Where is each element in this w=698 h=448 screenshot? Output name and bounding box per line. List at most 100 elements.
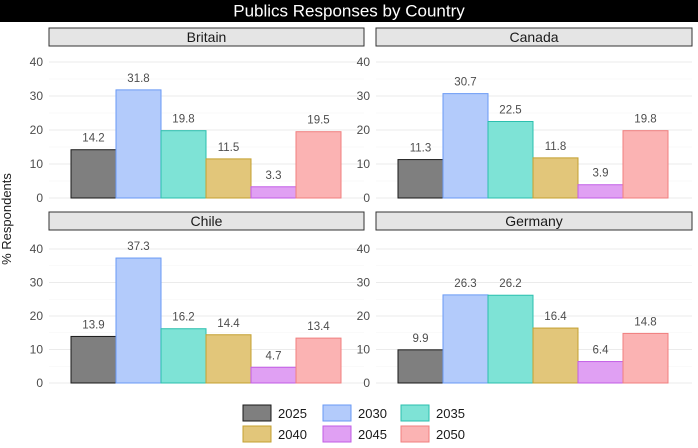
bar-chile-2040 [205, 334, 252, 384]
bar-value-label: 14.4 [217, 318, 240, 330]
y-tick-label: 30 [30, 276, 44, 290]
legend-swatch [400, 404, 430, 422]
y-tick-label: 0 [363, 376, 370, 390]
bar-value-label: 19.8 [172, 114, 194, 126]
legend-label: 2030 [358, 406, 387, 421]
legend-item-2050: 2050 [400, 425, 465, 443]
y-tick-label: 10 [30, 343, 44, 357]
y-tick-label: 10 [30, 157, 44, 171]
y-tick-label: 40 [357, 242, 371, 256]
bar-value-label: 31.8 [127, 73, 149, 85]
y-tick-label: 10 [357, 343, 371, 357]
bar-value-label: 19.8 [634, 114, 656, 126]
bar-value-label: 11.8 [545, 141, 567, 153]
y-tick-label: 30 [30, 89, 44, 103]
y-axis-label: % Respondents [0, 173, 14, 265]
bar-britain-2035 [160, 130, 207, 199]
legend-label: 2040 [278, 427, 307, 442]
bar-value-label: 26.3 [454, 278, 476, 290]
legend-item-2040: 2040 [242, 425, 307, 443]
bar-value-label: 13.9 [82, 319, 104, 331]
legend-label: 2025 [278, 406, 307, 421]
bar-value-label: 11.3 [410, 143, 432, 155]
bar-value-label: 14.2 [82, 133, 104, 145]
y-tick-label: 40 [357, 55, 371, 69]
bar-britain-2025 [70, 149, 117, 199]
bar-value-label: 3.3 [266, 170, 282, 182]
facet-strip [48, 27, 365, 47]
bar-value-label: 16.4 [544, 311, 567, 323]
bar-value-label: 16.2 [172, 312, 194, 324]
bar-germany-2050 [622, 332, 669, 384]
facet-strip [48, 211, 365, 231]
y-tick-label: 30 [357, 276, 371, 290]
legend-swatch [242, 404, 272, 422]
bar-canada-2045 [577, 184, 624, 199]
legend-swatch [400, 425, 430, 443]
legend-label: 2035 [436, 406, 465, 421]
bar-germany-2030 [442, 294, 489, 384]
legend-item-2045: 2045 [322, 425, 387, 443]
panel-germany: Germany 0 10 20 30 40 9.9 26.3 26.2 16.4 6.4 14.8 [357, 211, 693, 390]
bar-value-label: 19.5 [307, 115, 329, 127]
bar-value-label: 14.8 [634, 316, 656, 328]
bar-germany-2025 [397, 349, 444, 384]
bar-germany-2040 [532, 327, 579, 384]
bar-canada-2025 [397, 159, 444, 199]
bar-value-label: 26.2 [499, 278, 521, 290]
legend-item-2025: 2025 [242, 404, 307, 422]
bar-chile-2025 [70, 335, 117, 384]
legend-swatch [322, 404, 352, 422]
panel-chile: Chile 0 10 20 30 40 13.9 37.3 16.2 14.4 4.7 13.4 [30, 211, 365, 390]
bar-britain-2050 [295, 131, 342, 199]
facet-strip-label: Chile [191, 213, 223, 229]
chart-title: Publics Responses by Country [233, 2, 465, 21]
bar-value-label: 11.5 [218, 142, 240, 154]
y-tick-label: 40 [30, 55, 44, 69]
bar-chile-2030 [115, 257, 162, 384]
bar-canada-2030 [442, 93, 489, 199]
legend-label: 2050 [436, 427, 465, 442]
bar-chile-2050 [295, 337, 342, 384]
bar-britain-2030 [115, 89, 162, 199]
bar-canada-2050 [622, 130, 669, 199]
bar-value-label: 3.9 [593, 168, 609, 180]
bar-britain-2045 [250, 186, 297, 199]
bar-value-label: 30.7 [454, 77, 476, 89]
bar-value-label: 6.4 [593, 345, 610, 357]
bar-britain-2040 [205, 158, 252, 199]
y-tick-label: 20 [30, 309, 44, 323]
legend: 2025 2030 2035 2040 2045 2050 [242, 404, 465, 443]
facet-strip-label: Germany [505, 213, 563, 229]
legend-swatch [242, 425, 272, 443]
y-tick-label: 10 [357, 157, 371, 171]
facet-strip-label: Canada [509, 29, 558, 45]
facet-strip [375, 211, 693, 231]
y-tick-label: 40 [30, 242, 44, 256]
y-tick-label: 20 [30, 123, 44, 137]
y-tick-label: 30 [357, 89, 371, 103]
bar-value-label: 4.7 [266, 350, 282, 362]
panels: Britain 0 10 20 30 40 14.2 31.8 19.8 11.5 3.3 19.5 C… [30, 27, 693, 390]
panel-canada: Canada 0 10 20 30 40 11.3 30.7 22.5 11.8 3.9 19.8 [357, 27, 693, 205]
bar-canada-2040 [532, 157, 579, 199]
y-tick-label: 20 [357, 309, 371, 323]
bar-value-label: 9.9 [413, 333, 429, 345]
bar-germany-2045 [577, 361, 624, 384]
panel-britain: Britain 0 10 20 30 40 14.2 31.8 19.8 11.5 3.3 19.5 [30, 27, 365, 205]
bar-value-label: 13.4 [307, 321, 330, 333]
legend-item-2030: 2030 [322, 404, 387, 422]
bar-value-label: 22.5 [499, 105, 521, 117]
facet-strip [375, 27, 693, 47]
y-tick-label: 20 [357, 123, 371, 137]
bar-chile-2045 [250, 366, 297, 384]
y-tick-label: 0 [36, 376, 43, 390]
title-bar [0, 0, 698, 22]
legend-item-2035: 2035 [400, 404, 465, 422]
bar-value-label: 37.3 [127, 241, 149, 253]
y-tick-label: 0 [36, 191, 43, 205]
bar-germany-2035 [487, 294, 534, 384]
legend-label: 2045 [358, 427, 387, 442]
facet-strip-label: Britain [187, 29, 227, 45]
